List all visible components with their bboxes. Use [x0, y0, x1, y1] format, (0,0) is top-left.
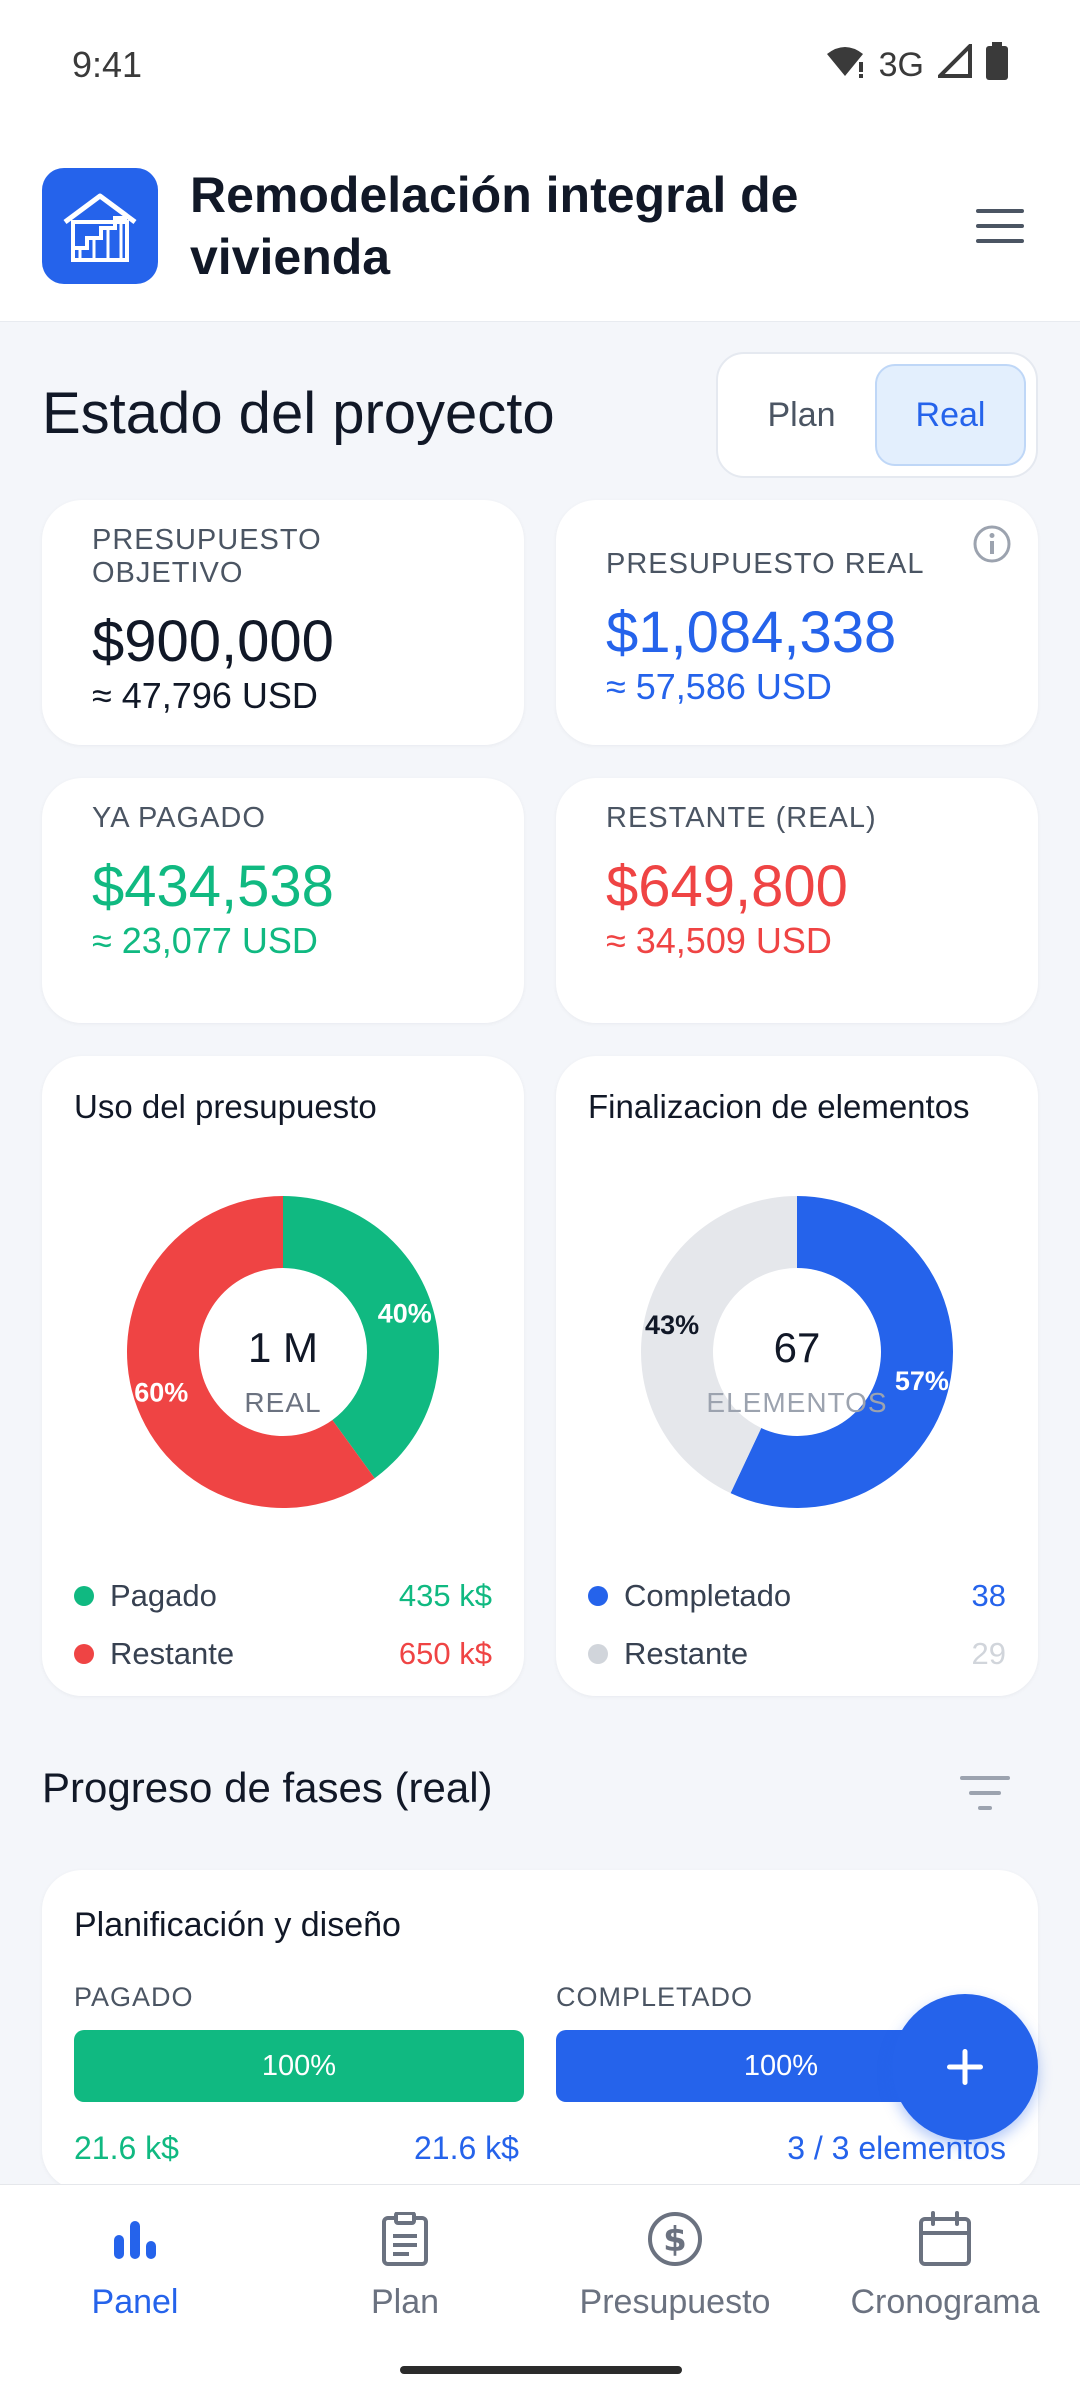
- nav-item-cronograma[interactable]: Cronograma: [810, 2185, 1080, 2400]
- calendar-icon: [915, 2209, 975, 2269]
- elements-slice-label-restante: 43%: [645, 1310, 699, 1340]
- nav-item-panel[interactable]: Panel: [0, 2185, 270, 2400]
- app-header: Remodelación integral de vivienda: [0, 130, 1080, 322]
- legend-value-remaining: 650 k$: [398, 1636, 492, 1671]
- phase-paid-total: 21.6 k$: [414, 2130, 519, 2166]
- nav-label-cronograma: Cronograma: [850, 2283, 1040, 2321]
- filter-icon: [960, 1776, 1010, 1810]
- clipboard-icon: [375, 2209, 435, 2269]
- paid-usd: ≈ 23,077 USD: [92, 920, 318, 961]
- remaining-card: RESTANTE (REAL) $649,800 ≈ 34,509 USD: [556, 778, 1038, 1023]
- elements-donut-chart: 57% 43% 67 ELEMENTOS: [641, 1196, 953, 1508]
- svg-text:$: $: [663, 2220, 687, 2260]
- legend-value-elements-remaining: 29: [971, 1636, 1006, 1671]
- phase-name: Planificación y diseño: [74, 1906, 401, 1944]
- elements-center-label: ELEMENTOS: [706, 1387, 887, 1418]
- elements-slice-label-completado: 57%: [895, 1366, 949, 1396]
- target-budget-value: $900,000: [92, 609, 334, 674]
- legend-dot-elements-remaining: [588, 1644, 608, 1664]
- legend-dot-remaining: [74, 1644, 94, 1664]
- status-bar: 9:41 3G: [0, 0, 1080, 130]
- target-budget-label: PRESUPUESTO OBJETIVO: [92, 524, 322, 589]
- info-icon[interactable]: [972, 524, 1012, 569]
- legend-label-elements-remaining: Restante: [624, 1636, 749, 1671]
- remaining-value: $649,800: [606, 854, 848, 919]
- legend-value-paid: 435 k$: [398, 1578, 492, 1613]
- paid-card: YA PAGADO $434,538 ≈ 23,077 USD: [42, 778, 524, 1023]
- project-status-title: Estado del proyecto: [42, 381, 555, 446]
- nav-item-plan[interactable]: Plan: [270, 2185, 540, 2400]
- legend-row-paid: Pagado 435 k$: [74, 1574, 492, 1618]
- plus-icon: [947, 2049, 983, 2085]
- dollar-circle-icon: $: [645, 2209, 705, 2269]
- elements-center-value: 67: [774, 1324, 821, 1371]
- phases-title: Progreso de fases (real): [42, 1764, 493, 1811]
- legend-dot-paid: [74, 1586, 94, 1606]
- legend-row-elements-remaining: Restante 29: [588, 1632, 1006, 1676]
- target-budget-card: PRESUPUESTO OBJETIVO $900,000 ≈ 47,796 U…: [42, 500, 524, 745]
- legend-dot-completed: [588, 1586, 608, 1606]
- nav-label-presupuesto: Presupuesto: [579, 2283, 771, 2321]
- real-budget-value: $1,084,338: [606, 600, 897, 665]
- toggle-real[interactable]: Real: [875, 364, 1026, 466]
- legend-row-remaining: Restante 650 k$: [74, 1632, 492, 1676]
- real-budget-usd: ≈ 57,586 USD: [606, 666, 832, 707]
- elements-chart-title: Finalizacion de elementos: [588, 1088, 970, 1125]
- signal-icon: [935, 40, 972, 87]
- app-title: Remodelación integral de vivienda: [190, 166, 799, 285]
- house-stairs-icon: [63, 193, 137, 262]
- elements-completion-card: Finalizacion de elementos 57% 43% 67 ELEM…: [556, 1056, 1038, 1696]
- phase-paid-label: PAGADO: [74, 1982, 194, 2012]
- budget-donut-chart: 40% 60% 1 M REAL: [127, 1196, 440, 1508]
- bar-chart-icon: [105, 2209, 165, 2269]
- nav-label-plan: Plan: [370, 2283, 440, 2321]
- menu-button[interactable]: [962, 188, 1038, 264]
- budget-center-label: REAL: [244, 1387, 321, 1418]
- phase-card[interactable]: Planificación y diseño PAGADO COMPLETADO…: [42, 1870, 1038, 2190]
- legend-label-completed: Completado: [624, 1578, 792, 1613]
- status-icons: 3G: [825, 40, 1008, 89]
- target-budget-usd: ≈ 47,796 USD: [92, 675, 318, 716]
- nav-item-presupuesto[interactable]: $ Presupuesto: [540, 2185, 810, 2400]
- battery-icon: [986, 41, 1008, 89]
- real-budget-card: PRESUPUESTO REAL $1,084,338 ≈ 57,586 USD: [556, 500, 1038, 745]
- remaining-label: RESTANTE (REAL): [606, 802, 877, 834]
- budget-center-value: 1 M: [248, 1324, 318, 1371]
- remaining-usd: ≈ 34,509 USD: [606, 920, 832, 961]
- phase-paid-bar-fill: 100%: [74, 2030, 524, 2102]
- status-time: 9:41: [72, 44, 143, 85]
- budget-slice-restante: [127, 1196, 375, 1508]
- elements-slice-restante: [641, 1196, 797, 1494]
- phase-completed-label: COMPLETADO: [556, 1982, 754, 2012]
- add-button[interactable]: [892, 1994, 1038, 2140]
- budget-chart-title: Uso del presupuesto: [74, 1088, 377, 1125]
- hamburger-menu-icon: [976, 208, 1024, 243]
- filter-button[interactable]: [950, 1768, 1020, 1818]
- phase-paid-bar: 100%: [74, 2030, 524, 2102]
- legend-label-remaining: Restante: [110, 1636, 235, 1671]
- phase-paid-amount: 21.6 k$: [74, 2130, 179, 2166]
- budget-slice-label-restante: 60%: [134, 1378, 188, 1408]
- legend-row-completed: Completado 38: [588, 1574, 1006, 1618]
- toggle-plan[interactable]: Plan: [767, 395, 836, 434]
- real-budget-label: PRESUPUESTO REAL: [606, 548, 925, 580]
- bottom-navigation: Panel Plan $ Presupuesto: [0, 2184, 1080, 2400]
- budget-usage-card: Uso del presupuesto 40% 60% 1 M REAL Paga…: [42, 1056, 524, 1696]
- legend-label-paid: Pagado: [110, 1578, 217, 1613]
- wifi-icon: [825, 44, 865, 87]
- network-type: 3G: [878, 45, 924, 84]
- elements-slice-completado: [730, 1196, 953, 1508]
- plan-real-toggle: Plan Real: [716, 352, 1038, 478]
- budget-slice-pagado: [283, 1196, 440, 1479]
- app-logo: [42, 167, 158, 284]
- budget-slice-label-pagado: 40%: [378, 1298, 432, 1328]
- home-indicator: [400, 2366, 682, 2374]
- paid-value: $434,538: [92, 854, 334, 919]
- legend-value-completed: 38: [971, 1578, 1006, 1613]
- paid-label: YA PAGADO: [92, 802, 266, 834]
- nav-label-panel: Panel: [91, 2283, 179, 2321]
